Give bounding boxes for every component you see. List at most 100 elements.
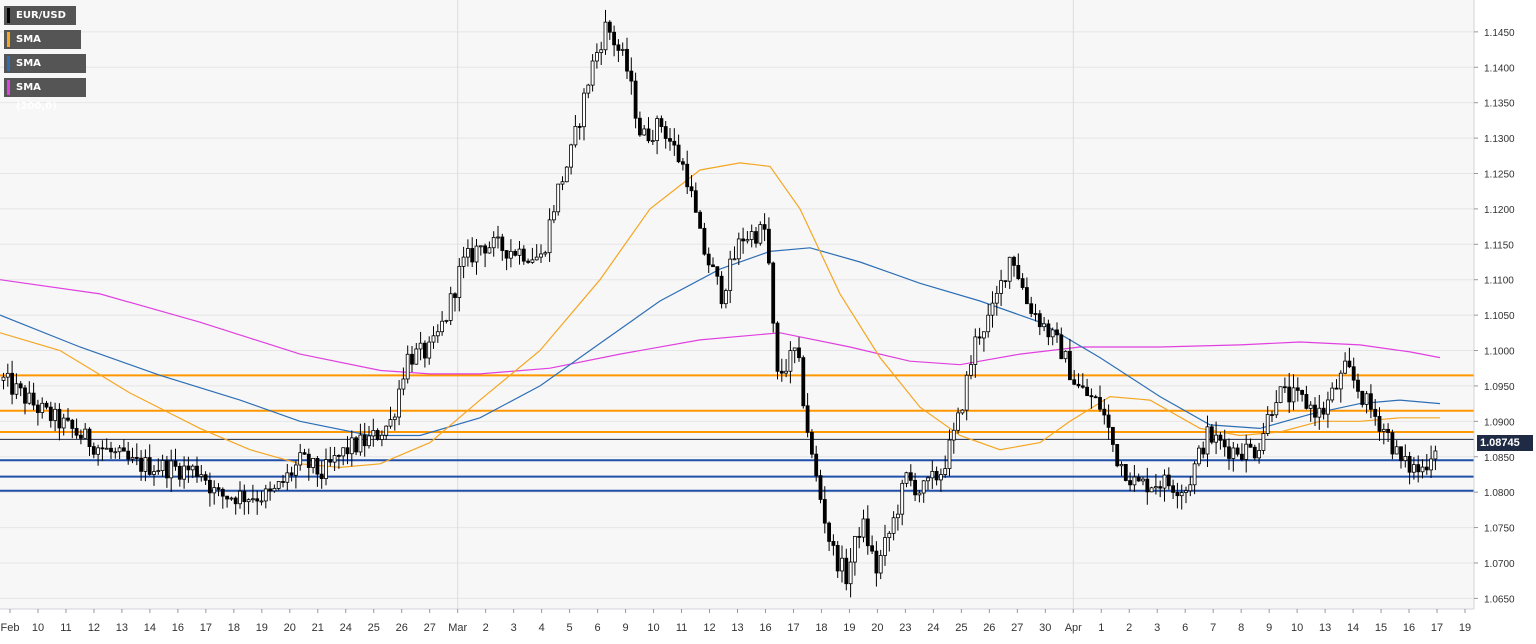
candle-bull: [1162, 474, 1167, 489]
price-tick-label: 1.1150: [1484, 240, 1514, 251]
candle-bear: [702, 227, 707, 255]
time-tick-label: 20: [284, 622, 296, 634]
candle-bear: [865, 518, 870, 547]
candle-bull: [556, 183, 561, 213]
candle-bear: [668, 138, 672, 142]
time-tick-label: 10: [1291, 622, 1303, 634]
candle-bear: [216, 487, 221, 490]
candle-bull: [1231, 447, 1236, 459]
candle-bull: [1192, 463, 1197, 486]
candle-bear: [612, 31, 616, 46]
candle-bear: [345, 447, 350, 455]
candle-bear: [689, 186, 694, 192]
candle-bull: [14, 383, 19, 395]
candle-bear: [1016, 264, 1021, 280]
candle-bull: [848, 561, 853, 585]
candle-bear: [1115, 444, 1120, 467]
price-tick-label: 1.1250: [1484, 169, 1515, 180]
candle-bull: [732, 258, 737, 261]
plot-area: [0, 0, 1474, 609]
candle-bull: [405, 353, 410, 380]
time-tick-label: 24: [340, 622, 352, 634]
candle-bull: [1257, 450, 1261, 459]
candle-bear: [1227, 446, 1231, 459]
legend-item-sma50[interactable]: SMA (50,0): [4, 30, 81, 64]
candle-bull: [840, 557, 844, 572]
candle-bear: [1123, 464, 1128, 481]
candle-bull: [293, 464, 298, 476]
candle-bear: [91, 446, 96, 455]
legend-item-sma100[interactable]: SMA (100,0): [4, 54, 86, 88]
time-tick-label: 13: [731, 622, 743, 634]
candle-bear: [775, 322, 780, 372]
candle-bull: [1330, 387, 1335, 401]
candle-bull: [96, 447, 100, 455]
candle-bull: [1205, 426, 1210, 455]
time-tick-label: 11: [676, 622, 687, 634]
time-tick-label: 24: [927, 622, 939, 634]
candle-bear: [1089, 395, 1094, 398]
candle-bull: [435, 331, 440, 337]
candle-bear: [70, 419, 75, 429]
candle-bull: [311, 457, 316, 468]
candle-bear: [810, 431, 814, 455]
candle-bear: [1046, 323, 1051, 338]
candle-bear: [762, 224, 767, 230]
legend-item-sma200[interactable]: SMA (200,0): [4, 78, 86, 112]
candle-bull: [465, 248, 470, 258]
candle-bear: [10, 372, 15, 395]
candle-bear: [607, 21, 612, 33]
candle-bull: [560, 181, 565, 185]
candle-bear: [319, 473, 324, 480]
time-tick-label: Apr: [1065, 622, 1082, 634]
candle-bull: [1197, 447, 1201, 465]
candle-bear: [818, 475, 823, 500]
candle-bull: [883, 537, 887, 556]
candle-bear: [1166, 474, 1171, 487]
candle-bull: [960, 409, 965, 414]
candle-bear: [109, 447, 113, 453]
candle-bull: [117, 447, 122, 453]
candle-bull: [104, 447, 109, 450]
candle-bull: [440, 320, 445, 333]
price-tick-label: 1.0850: [1484, 453, 1515, 464]
time-tick-label: 30: [1039, 622, 1051, 634]
candle-bear: [616, 44, 621, 51]
candle-bull: [367, 435, 371, 447]
candle-bear: [831, 540, 836, 546]
candle-bull: [401, 378, 406, 390]
candle-bear: [801, 357, 806, 407]
candle-bull: [1274, 402, 1279, 416]
time-tick-label: 3: [511, 622, 517, 634]
candle-bear: [139, 457, 144, 472]
candle-bull: [40, 402, 45, 413]
candle-bull: [341, 447, 346, 457]
candle-bear: [1020, 278, 1025, 288]
candle-bear: [1240, 453, 1244, 460]
candle-bull: [1244, 443, 1249, 460]
time-axis-labels: Feb 10 11 12 13 14 16 17 18 19 20 21 24 25 26 27 Mar 2 3 4 5…: [1, 609, 1471, 634]
candle-bear: [1033, 313, 1038, 315]
candle-bull: [238, 490, 242, 505]
candle-bear: [870, 545, 874, 552]
time-tick-label: 5: [567, 622, 573, 634]
candle-bear: [470, 248, 475, 263]
candle-bull: [917, 492, 922, 496]
candle-bear: [44, 402, 49, 408]
legend-item-eurusd[interactable]: EUR/USD: [4, 6, 76, 25]
legend-label: SMA (200,0): [16, 82, 57, 112]
candle-bull: [491, 237, 496, 249]
time-tick-label: 25: [955, 622, 967, 634]
candle-bear: [306, 453, 311, 468]
time-tick-label: 4: [539, 622, 545, 634]
candle-bear: [797, 347, 801, 359]
candle-bear: [1360, 390, 1365, 405]
candle-bear: [1248, 443, 1253, 448]
candle-bull: [1, 376, 6, 381]
candle-bull: [169, 460, 174, 479]
candle-bear: [1252, 446, 1257, 459]
candle-bull: [1214, 434, 1218, 443]
candle-bull: [461, 256, 466, 267]
